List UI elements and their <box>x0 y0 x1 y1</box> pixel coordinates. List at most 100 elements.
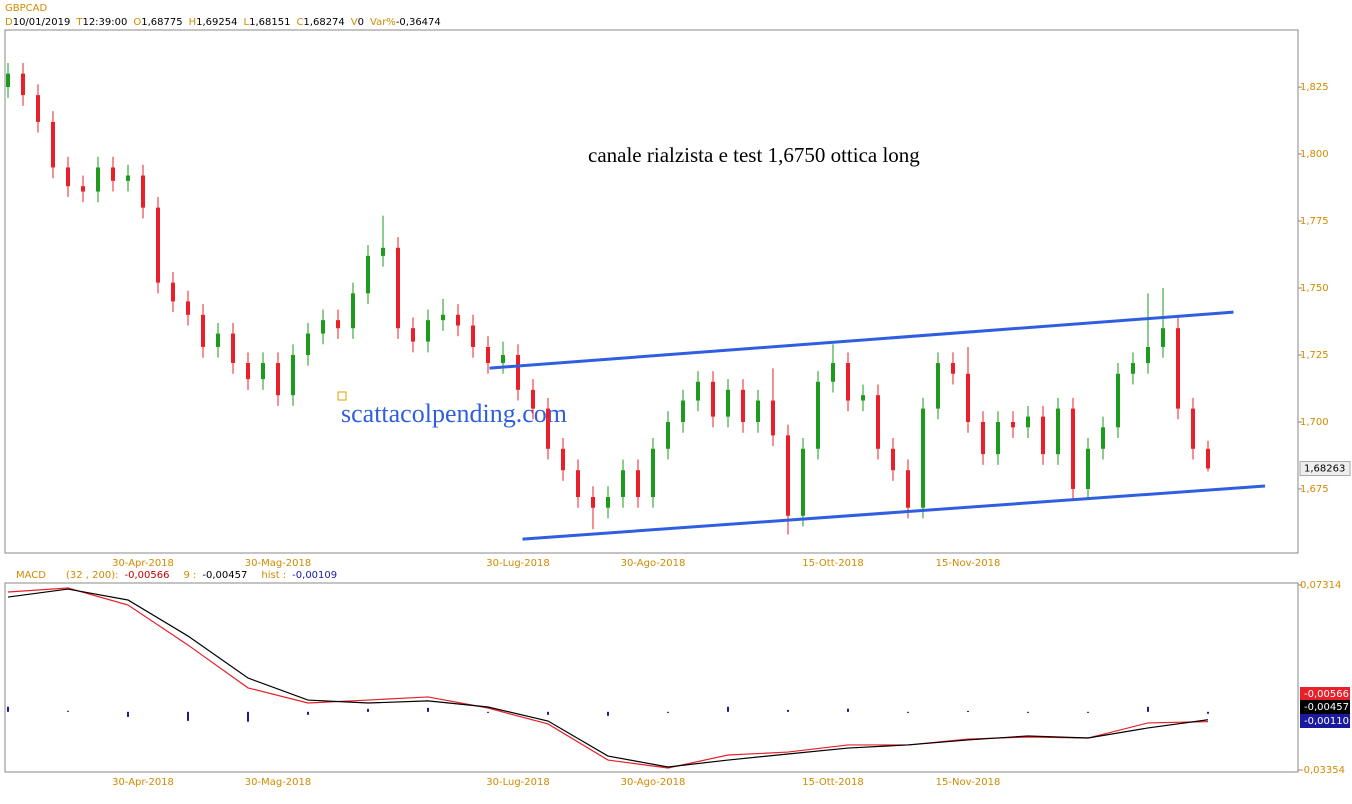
x-tick-label: 15-Ott-2018 <box>802 777 863 788</box>
candle-body <box>276 363 280 396</box>
y-tick-label: 1,775 <box>1300 216 1329 227</box>
hist-bar <box>187 711 189 721</box>
candle-body <box>786 435 790 516</box>
last-price-label: 1,68263 <box>1304 464 1345 475</box>
candle-body <box>801 448 805 516</box>
hist-bar <box>547 711 549 715</box>
y-tick-label: 1,750 <box>1300 283 1329 294</box>
hist-bar <box>487 711 489 713</box>
candle-body <box>696 381 700 401</box>
x-tick-label: 30-Apr-2018 <box>112 777 174 788</box>
candle-body <box>21 73 25 96</box>
hist-bar <box>727 706 729 712</box>
candle-body <box>426 320 430 342</box>
hist-bar <box>1087 711 1089 713</box>
info-value: 10/01/2019 <box>13 17 71 28</box>
macd-header: MACD (32 , 200): -0,00566 9 : -0,00457 hist :… <box>16 570 337 581</box>
y-tick-label: 0,07314 <box>1300 580 1341 591</box>
hist-bar <box>907 711 909 713</box>
info-value: -0,36474 <box>396 17 441 28</box>
macd-line <box>7 588 1209 768</box>
candle-body <box>306 333 310 355</box>
candle-body <box>1101 427 1105 449</box>
candle-body <box>6 73 10 88</box>
macd-header-value: -0,00109 <box>292 570 337 581</box>
x-tick-label: 30-Lug-2018 <box>486 777 549 788</box>
candle-body <box>546 408 550 449</box>
candle-body <box>936 363 940 409</box>
candle-body <box>711 381 715 417</box>
candle-body <box>666 421 670 449</box>
candle-body <box>291 354 295 396</box>
candle-body <box>651 448 655 498</box>
candle-body <box>51 121 55 168</box>
x-tick-label: 30-Mag-2018 <box>245 777 312 788</box>
candle-body <box>636 470 640 498</box>
watermark: scattacolpending.com <box>341 399 567 428</box>
hist-bar <box>247 711 249 722</box>
x-tick-label: 30-Lug-2018 <box>486 558 549 569</box>
candle-body <box>66 167 70 187</box>
candle-body <box>891 448 895 471</box>
info-label: H <box>189 17 197 28</box>
hist-bar <box>1147 706 1149 712</box>
candle-body <box>531 389 535 409</box>
candle-body <box>1041 416 1045 455</box>
candle-body <box>846 363 850 401</box>
x-tick-label: 15-Nov-2018 <box>936 558 1001 569</box>
macd-header-label: 9 : <box>183 570 196 581</box>
macd-name: MACD <box>16 570 46 581</box>
last-price-box <box>1299 461 1351 477</box>
macd-line <box>7 587 1209 769</box>
candle-body <box>1191 408 1195 449</box>
last-value-label: -0,00566 <box>1304 689 1349 700</box>
candle-body <box>141 175 145 208</box>
price-frame <box>4 29 1299 554</box>
hist-bar <box>607 711 609 716</box>
candle-body <box>351 293 355 329</box>
macd-header-value: -0,00566 <box>125 570 170 581</box>
hist-bar <box>7 706 9 712</box>
candle-body <box>591 497 595 508</box>
candle-body <box>366 255 370 294</box>
candle-body <box>996 421 1000 455</box>
candle-body <box>726 389 730 417</box>
info-label: T <box>75 17 83 28</box>
candle-body <box>771 400 775 436</box>
annotation: canale rialzista e test 1,6750 ottica lo… <box>588 143 920 167</box>
candle-body <box>201 314 205 347</box>
hist-bar <box>67 710 69 712</box>
candle-body <box>516 354 520 390</box>
trendline <box>522 484 1266 541</box>
info-label: L <box>244 17 250 28</box>
last-value-box <box>1300 714 1350 728</box>
y-tick-label: 1,800 <box>1300 149 1329 160</box>
hist-bar <box>787 709 789 712</box>
candle-body <box>126 175 130 181</box>
info-label: Var% <box>370 17 396 28</box>
candle-body <box>81 186 85 192</box>
info-value: 1,69254 <box>196 17 237 28</box>
candle-body <box>186 301 190 315</box>
symbol: GBPCAD <box>5 3 47 14</box>
macd-header-value: -0,00457 <box>202 570 247 581</box>
x-tick-label: 30-Ago-2018 <box>621 558 686 569</box>
candle-body <box>1056 408 1060 455</box>
hist-bar <box>667 711 669 713</box>
x-tick-label: 30-Apr-2018 <box>112 558 174 569</box>
candle-body <box>861 395 865 401</box>
candle-body <box>561 448 565 471</box>
candle-body <box>471 325 475 347</box>
candle-body <box>756 400 760 422</box>
hist-bar <box>1207 711 1209 714</box>
x-tick-label: 30-Ago-2018 <box>621 777 686 788</box>
info-value: 12:39:00 <box>82 17 127 28</box>
candle-body <box>456 314 460 326</box>
candle-body <box>816 381 820 449</box>
hist-bar <box>367 708 369 712</box>
macd-frame <box>4 582 1299 773</box>
info-value: 1,68775 <box>141 17 182 28</box>
candle-body <box>411 328 415 342</box>
candle-body <box>1146 346 1150 364</box>
